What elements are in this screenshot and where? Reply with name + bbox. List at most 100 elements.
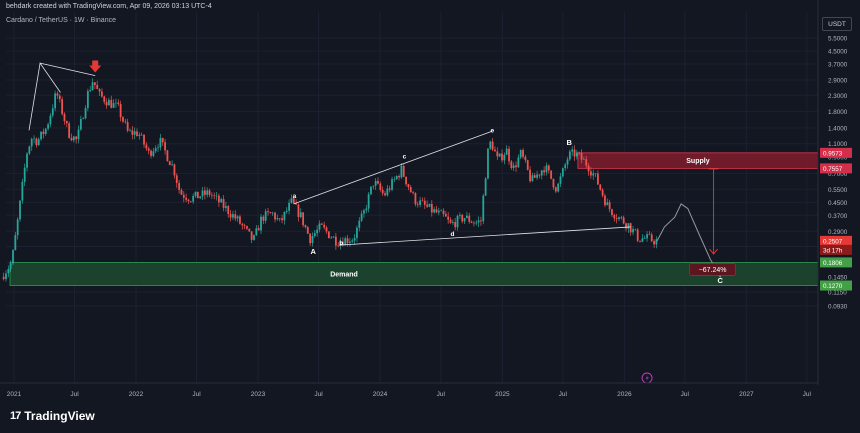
candle [533,172,536,178]
candle [42,128,45,139]
x-tick-label: Jul [803,391,812,398]
zone-label-demand: Demand [330,271,358,278]
candle [93,82,96,90]
candle [269,211,272,214]
y-tick-label: 2.9000 [828,78,848,85]
candle [505,145,508,155]
candle [334,232,337,250]
candle [580,149,583,164]
candle [554,186,557,194]
wave-label-b: b [339,240,343,247]
candle [454,218,457,231]
y-tick-label: 0.2900 [828,229,848,236]
y-tick-label: 0.0930 [828,304,848,311]
candle [449,217,452,224]
candle [498,153,501,158]
candle [381,186,384,196]
candle [283,211,286,225]
candle [159,133,162,151]
candle [26,152,28,172]
price-label-demand: 0.1270 [820,280,852,291]
candle [559,173,562,187]
candle [295,199,298,205]
candle [604,193,606,208]
candle [388,185,391,193]
candle [419,196,422,208]
tradingview-logo-text: TradingView [24,409,95,423]
candle [138,132,141,140]
candle [573,145,576,161]
candle [423,197,426,209]
wave-label-c: c [403,153,407,160]
candle [384,191,386,197]
candle [442,208,445,217]
candle [519,149,522,160]
candle [35,137,38,148]
candle [180,188,183,195]
candle [487,148,489,180]
x-tick-label: Jul [681,391,690,398]
candle [126,118,129,133]
candle [379,181,382,192]
candle [182,191,185,203]
wave-label-C: C [718,276,724,285]
candle [557,182,560,193]
candle [543,166,546,176]
candle [243,223,246,230]
candle [140,132,143,136]
target-percent-label: −67.24% [699,267,727,274]
wave-line [28,62,61,131]
y-tick-label: 0.1150 [828,290,847,297]
candle [276,214,279,221]
candle [28,145,31,155]
candle [568,149,571,162]
currency-button[interactable]: USDT [822,17,852,31]
candle [220,197,223,203]
candle [587,163,590,176]
candle [615,214,618,224]
candle [330,236,333,240]
tradingview-logo[interactable]: 17 TradingView [10,409,95,423]
candle [634,228,637,231]
candle [189,200,192,203]
x-tick-label: 2023 [251,391,266,398]
time-axis: 2021 Jul 2022 Jul 2023 Jul 2024 Jul 2025 Jul 2026 J… [0,382,818,398]
candle [337,242,340,248]
candle [313,229,316,238]
candle [260,213,262,235]
candle [227,205,230,218]
candle [391,176,393,192]
candle [503,152,506,165]
svg-text:0.2507: 0.2507 [823,238,843,245]
candle [302,212,305,228]
candle [58,93,61,103]
candle [232,210,234,221]
candle [374,178,377,190]
candle [372,185,375,190]
candle [426,200,429,208]
candle [222,195,225,212]
candle [248,228,251,232]
candle [437,207,440,216]
candle [430,200,433,217]
candle [606,198,609,206]
candle [185,193,188,203]
candle [531,172,534,182]
price-label-last: 0.2507 [820,235,852,246]
candle [517,154,520,168]
candle [349,237,351,247]
candle [253,234,255,241]
svg-text:0.1270: 0.1270 [823,283,843,290]
y-tick-label: 2.3000 [828,93,848,100]
candle [339,237,342,250]
wave-labels: a b c d e A B C [293,128,724,285]
candle [496,147,499,160]
candle [154,145,157,154]
candle [49,113,52,128]
candle [285,207,288,214]
candle [61,96,64,116]
candle [456,214,459,231]
x-tick-label: 2027 [739,391,754,398]
candle [367,192,370,213]
